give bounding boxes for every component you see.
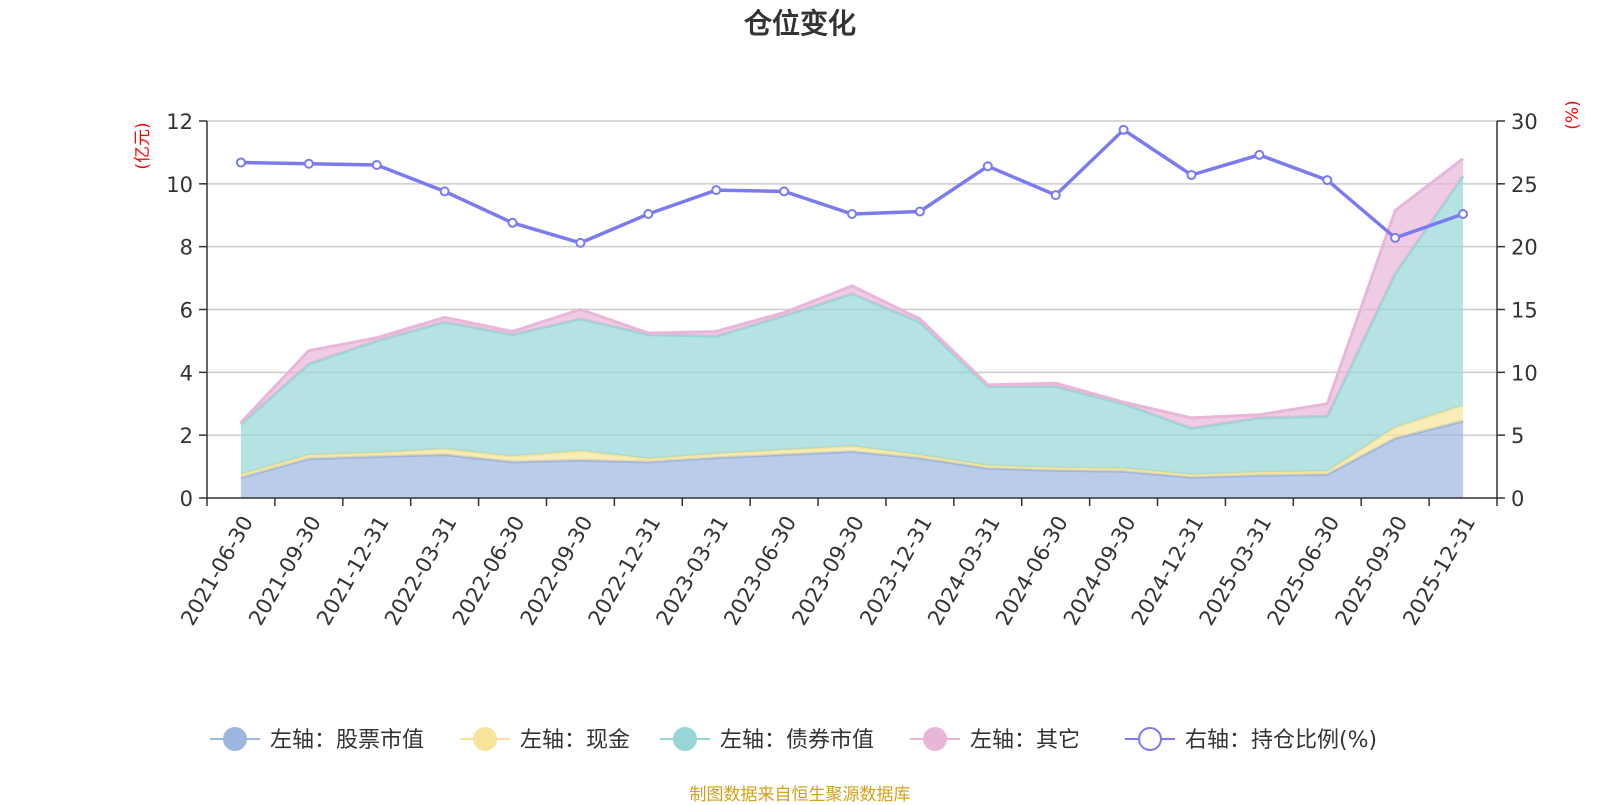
- area-series-1: [240, 405, 1464, 478]
- area-series-3: [240, 158, 1464, 429]
- x-tick-label: 2021-09-30: [244, 512, 326, 630]
- ratio-point: [303, 158, 314, 169]
- legend-marker: [473, 727, 497, 751]
- right-tick-label: 15: [1511, 299, 1538, 323]
- x-tick-label: 2022-09-30: [516, 512, 598, 630]
- x-tick-label: 2022-03-31: [380, 512, 462, 630]
- x-tick-label: 2023-09-30: [787, 512, 869, 630]
- ratio-point: [507, 217, 518, 228]
- right-tick-label: 30: [1511, 110, 1538, 134]
- right-tick-label: 5: [1511, 424, 1524, 448]
- x-tick-label: 2025-09-30: [1330, 512, 1412, 630]
- ratio-point: [235, 157, 246, 168]
- chart-canvas: 024681012051015202530(亿元)(%)2021-06-3020…: [133, 100, 1583, 753]
- ratio-point: [1186, 170, 1197, 181]
- left-tick-label: 6: [180, 299, 193, 323]
- x-tick-label: 2024-03-31: [923, 512, 1005, 630]
- left-axis-unit: (亿元): [133, 122, 153, 169]
- legend-label: 左轴：其它: [970, 728, 1080, 753]
- legend-marker: [673, 727, 697, 751]
- legend-label: 左轴：现金: [520, 728, 630, 753]
- left-tick-label: 4: [180, 361, 193, 385]
- area-series-0: [240, 421, 1464, 498]
- ratio-point: [1118, 124, 1129, 135]
- ratio-point: [1050, 190, 1061, 201]
- x-tick-label: 2023-06-30: [719, 512, 801, 630]
- ratio-point: [371, 159, 382, 170]
- x-tick-label: 2021-06-30: [176, 512, 258, 630]
- x-tick-label: 2024-09-30: [1059, 512, 1141, 630]
- right-tick-label: 20: [1511, 236, 1538, 260]
- x-tick-label: 2024-12-31: [1127, 512, 1209, 630]
- ratio-point: [914, 206, 925, 217]
- left-tick-label: 10: [166, 173, 193, 197]
- ratio-point: [575, 237, 586, 248]
- left-tick-label: 2: [180, 424, 193, 448]
- left-tick-label: 12: [166, 110, 193, 134]
- left-tick-label: 8: [180, 236, 193, 260]
- x-tick-label: 2023-12-31: [855, 512, 937, 630]
- source-note: 制图数据来自恒生聚源数据库: [689, 785, 911, 805]
- ratio-point: [779, 186, 790, 197]
- x-tick-label: 2021-12-31: [312, 512, 394, 630]
- ratio-point: [439, 186, 450, 197]
- ratio-line-path: [240, 127, 1464, 245]
- legend: 左轴：股票市值 左轴：现金 左轴：债券市值 左轴：其它 右轴：持仓比例(%): [210, 727, 1377, 753]
- legend-label: 左轴：债券市值: [720, 728, 874, 753]
- chart-title: 仓位变化: [743, 7, 856, 40]
- right-tick-label: 25: [1511, 173, 1538, 197]
- left-tick-label: 0: [180, 487, 193, 511]
- x-tick-label: 2022-06-30: [448, 512, 530, 630]
- ratio-point: [643, 208, 654, 219]
- ratio-point: [1390, 232, 1401, 243]
- ratio-point: [1254, 149, 1265, 160]
- ratio-point: [1322, 175, 1333, 186]
- ratio-point: [711, 185, 722, 196]
- position-ratio-line: [235, 124, 1469, 248]
- ratio-point: [847, 208, 857, 219]
- x-tick-label: 2025-03-31: [1195, 512, 1277, 630]
- right-tick-label: 0: [1511, 487, 1524, 511]
- area-series-2: [240, 176, 1464, 475]
- x-tick-label: 2025-12-31: [1398, 512, 1480, 630]
- right-tick-label: 10: [1511, 361, 1538, 385]
- legend-marker: [223, 727, 247, 751]
- x-tick-label: 2022-12-31: [584, 512, 666, 630]
- legend-label: 右轴：持仓比例(%): [1185, 728, 1377, 753]
- area-edge-3: [239, 157, 1465, 424]
- legend-label: 左轴：股票市值: [270, 728, 424, 753]
- right-axis-unit: (%): [1563, 100, 1583, 129]
- legend-marker: [923, 727, 947, 751]
- x-tick-label: 2025-06-30: [1263, 512, 1345, 630]
- x-tick-label: 2023-03-31: [651, 512, 733, 630]
- ratio-point: [982, 161, 993, 172]
- ratio-point: [1458, 208, 1469, 219]
- stacked-areas: [239, 157, 1465, 498]
- x-tick-label: 2024-06-30: [991, 512, 1073, 630]
- legend-marker: [1138, 727, 1162, 751]
